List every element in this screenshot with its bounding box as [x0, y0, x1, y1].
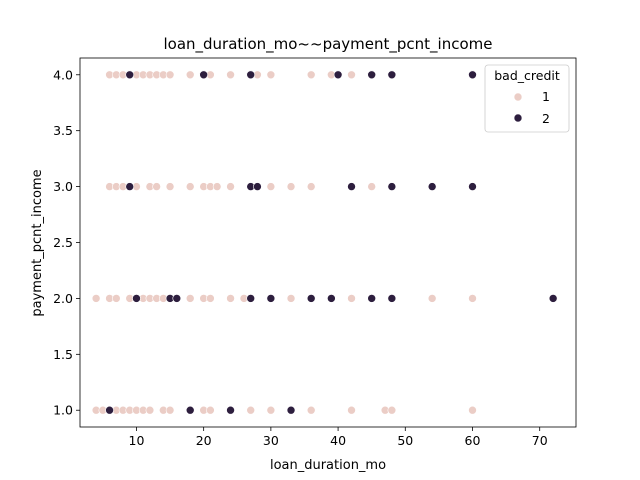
y-tick-label: 2.5: [53, 235, 73, 250]
point-series-1-33: [266, 182, 276, 191]
point-series-1-37: [367, 182, 376, 191]
point-series-1-80: [246, 405, 256, 415]
point-series-2-18: [266, 294, 276, 303]
point-series-1-53: [226, 294, 235, 303]
x-tick-label: 20: [196, 433, 212, 448]
y-tick-label: 2.0: [53, 291, 73, 306]
point-series-2-22: [387, 294, 397, 303]
points-layer: [91, 70, 558, 415]
point-series-2-27: [286, 405, 296, 415]
chart-title: loan_duration_mo~~payment_pcnt_income: [163, 35, 492, 54]
point-series-2-13: [468, 182, 477, 191]
point-series-1-26: [152, 182, 161, 191]
point-series-2-6: [468, 70, 477, 80]
point-series-1-28: [185, 182, 195, 191]
point-series-1-57: [286, 294, 296, 303]
y-tick-label: 3.5: [53, 123, 73, 138]
x-tick-label: 30: [263, 433, 279, 448]
point-series-1-35: [306, 182, 316, 191]
legend: bad_credit 1 2: [484, 64, 570, 133]
legend-marker-series-2: [513, 113, 523, 123]
point-series-2-3: [333, 70, 343, 80]
point-series-1-39: [91, 294, 101, 303]
point-series-2-11: [387, 182, 397, 191]
x-axis-label: loan_duration_mo: [270, 458, 386, 473]
point-series-2-23: [548, 294, 558, 303]
point-series-1-86: [387, 405, 397, 415]
x-tick-label: 60: [465, 433, 481, 448]
point-series-1-9: [165, 70, 175, 80]
point-series-2-20: [327, 294, 336, 303]
y-axis-label: payment_pcnt_income: [30, 169, 45, 316]
point-series-2-14: [132, 294, 141, 303]
point-series-1-15: [266, 70, 276, 80]
point-series-1-84: [347, 405, 356, 415]
point-series-2-5: [387, 70, 397, 80]
point-series-2-26: [226, 405, 235, 415]
point-series-1-32: [226, 182, 235, 191]
x-tick-label: 70: [532, 433, 548, 448]
point-series-1-10: [185, 70, 195, 80]
point-series-2-12: [427, 182, 437, 191]
point-series-1-52: [206, 294, 215, 303]
point-series-1-50: [185, 294, 195, 303]
point-series-2-0: [125, 70, 135, 80]
point-series-2-16: [172, 294, 182, 303]
point-series-2-24: [105, 405, 114, 415]
point-series-2-9: [253, 182, 262, 191]
point-series-2-4: [367, 70, 376, 80]
point-series-1-64: [468, 294, 477, 303]
point-series-1-27: [165, 182, 175, 191]
legend-title: bad_credit: [494, 68, 560, 83]
point-series-1-12: [226, 70, 235, 80]
point-series-1-31: [212, 182, 222, 191]
point-series-2-19: [306, 294, 316, 303]
point-series-1-78: [206, 405, 215, 415]
y-tick-label: 4.0: [53, 67, 73, 82]
x-axis-ticks: 10 20 30 40 50 60 70: [129, 427, 548, 448]
point-series-1-41: [111, 294, 121, 303]
point-series-1-83: [306, 405, 316, 415]
y-tick-label: 1.5: [53, 347, 73, 362]
legend-label-series-1: 1: [542, 89, 550, 104]
point-series-1-63: [427, 294, 437, 303]
point-series-1-81: [266, 405, 276, 415]
y-axis-ticks: 1.0 1.5 2.0 2.5 3.0 3.5 4.0: [53, 67, 80, 418]
point-series-1-60: [347, 294, 356, 303]
point-series-1-75: [165, 405, 175, 415]
point-series-1-18: [347, 70, 356, 80]
point-series-2-21: [367, 294, 376, 303]
y-tick-label: 3.0: [53, 179, 73, 194]
y-tick-label: 1.0: [53, 403, 73, 418]
point-series-2-1: [199, 70, 208, 80]
x-tick-label: 10: [129, 433, 145, 448]
x-tick-label: 40: [330, 433, 346, 448]
point-series-1-87: [468, 405, 477, 415]
point-series-2-2: [246, 70, 256, 80]
point-series-2-7: [125, 182, 135, 191]
point-series-1-34: [286, 182, 296, 191]
legend-label-series-2: 2: [542, 111, 550, 126]
point-series-2-25: [185, 405, 195, 415]
point-series-1-16: [306, 70, 316, 80]
point-series-2-10: [347, 182, 356, 191]
point-series-1-73: [145, 405, 155, 415]
legend-marker-series-1: [513, 92, 523, 102]
legend-box: [484, 64, 570, 133]
x-tick-label: 50: [397, 433, 413, 448]
point-series-2-17: [246, 294, 256, 303]
